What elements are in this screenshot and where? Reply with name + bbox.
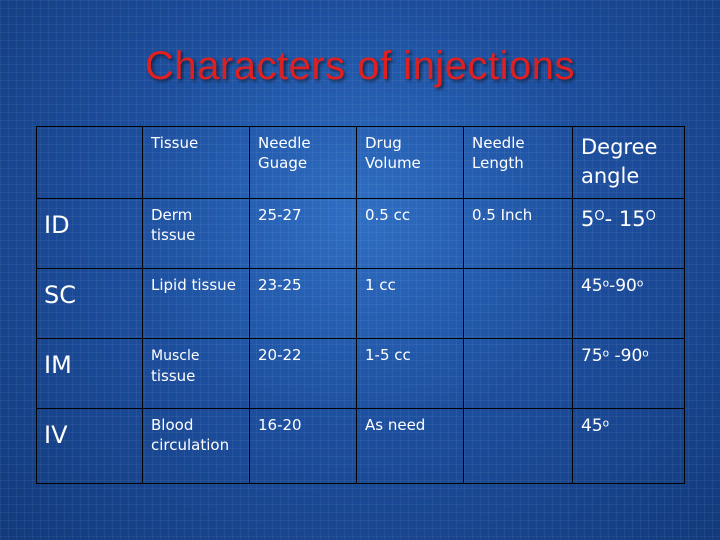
degree-mark: o — [642, 347, 649, 360]
angle-value: -90 — [609, 345, 643, 366]
angle-cell: 45o-90o — [572, 267, 685, 339]
degree-mark: o — [602, 277, 610, 290]
injection-table: Tissue Needle Guage Drug Volume Needle L… — [36, 126, 685, 485]
header-cell-drug-volume: Drug Volume — [356, 126, 464, 199]
tissue-cell: Muscle tissue — [142, 337, 250, 409]
gauge-cell: 25-27 — [249, 197, 357, 269]
route-cell: ID — [36, 197, 143, 269]
volume-cell: 1 cc — [356, 267, 464, 339]
angle-value: -90 — [609, 275, 637, 296]
gauge-cell: 16-20 — [249, 407, 357, 485]
angle-cell: 45o — [572, 407, 685, 485]
angle-value: - 15 — [604, 206, 646, 231]
degree-mark: O — [645, 208, 656, 224]
table-row-iv: IV Blood circulation 16-20 As need 45o — [36, 407, 685, 485]
route-cell: IV — [36, 407, 143, 485]
degree-mark: o — [602, 417, 610, 430]
tissue-cell: Blood circulation — [142, 407, 250, 485]
tissue-line: tissue — [151, 366, 196, 385]
tissue-cell: Lipid tissue — [142, 267, 250, 339]
tissue-cell: Derm tissue — [142, 197, 250, 269]
gauge-cell: 20-22 — [249, 337, 357, 409]
header-cell-needle-gauge: Needle Guage — [249, 126, 357, 199]
volume-cell: 1-5 cc — [356, 337, 464, 409]
angle-value: 5 — [581, 206, 595, 231]
length-cell: 0.5 Inch — [463, 197, 573, 269]
volume-cell: 0.5 cc — [356, 197, 464, 269]
degree-mark: O — [594, 208, 605, 224]
table-row-id: ID Derm tissue 25-27 0.5 cc 0.5 Inch 5O-… — [36, 197, 685, 269]
header-cell-needle-length: Needle Length — [463, 126, 573, 199]
degree-mark: o — [602, 347, 610, 360]
volume-cell: As need — [356, 407, 464, 485]
route-cell: SC — [36, 267, 143, 339]
table-header-row: Tissue Needle Guage Drug Volume Needle L… — [36, 126, 685, 199]
angle-cell: 75o -90o — [572, 337, 685, 409]
route-cell: IM — [36, 337, 143, 409]
table-row-im: IM Muscle tissue 20-22 1-5 cc 75o -90o — [36, 337, 685, 409]
header-cell-tissue: Tissue — [142, 126, 250, 199]
header-cell-degree-angle: Degree angle — [572, 126, 685, 199]
length-cell — [463, 337, 573, 409]
angle-value: 45 — [581, 275, 603, 296]
angle-value: 75 — [581, 345, 603, 366]
tissue-line: Muscle — [151, 347, 200, 364]
angle-cell: 5O- 15O — [572, 197, 685, 269]
length-cell — [463, 407, 573, 485]
header-cell-empty — [36, 126, 143, 199]
degree-mark: o — [636, 277, 644, 290]
angle-value: 45 — [581, 415, 603, 436]
slide-title: Characters of injections — [145, 44, 575, 88]
length-cell — [463, 267, 573, 339]
gauge-cell: 23-25 — [249, 267, 357, 339]
table-row-sc: SC Lipid tissue 23-25 1 cc 45o-90o — [36, 267, 685, 339]
